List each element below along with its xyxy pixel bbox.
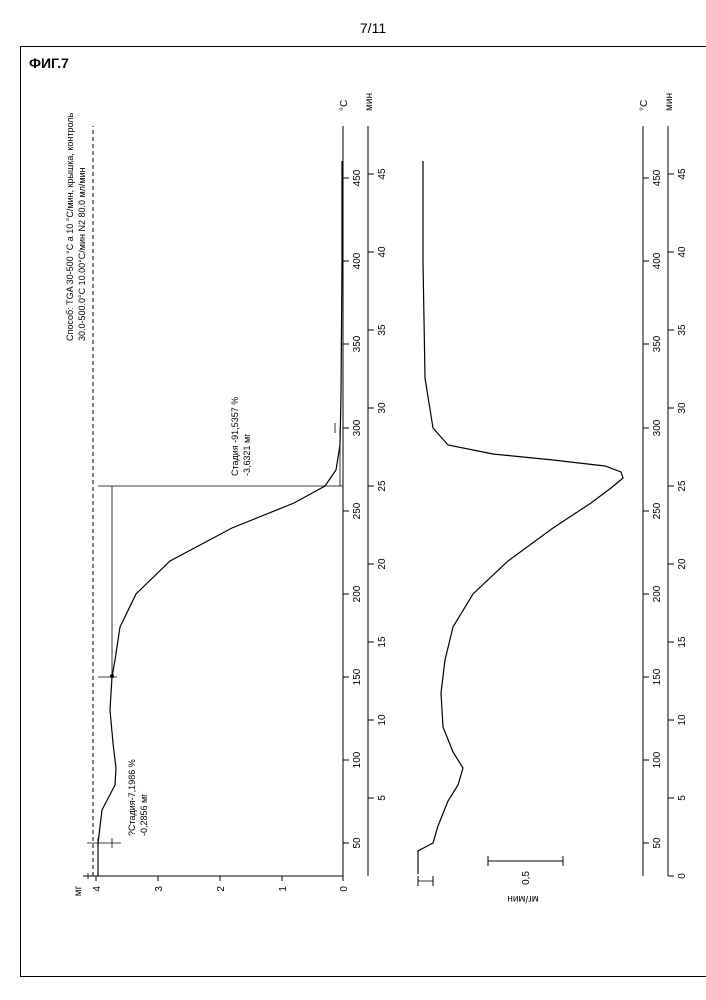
svg-text:150: 150 xyxy=(352,668,363,685)
svg-text:50: 50 xyxy=(652,837,663,849)
page-number: 7/11 xyxy=(20,20,706,36)
svg-text:20: 20 xyxy=(677,558,688,570)
svg-text:45: 45 xyxy=(677,168,688,180)
method-line1: Способ: TGA 30-500 °C а 10 °C/мин, крышк… xyxy=(65,112,75,341)
bottom-time-ticks: 0 5 10 15 20 25 30 35 40 45 xyxy=(668,168,688,879)
top-chart: мг 4 3 2 1 0 °C 50 xyxy=(65,93,388,896)
top-temp-ticks: 50 100 150 200 250 300 350 400 450 xyxy=(343,169,363,848)
svg-text:4: 4 xyxy=(92,886,103,892)
stage1-pct: ?Стадия-7,1986 % xyxy=(127,759,137,836)
svg-text:20: 20 xyxy=(377,558,388,570)
figure-label: ФИГ.7 xyxy=(29,55,706,71)
scale-bar-label: 0,5 xyxy=(521,871,532,885)
top-y-unit: мг xyxy=(73,885,84,896)
stage2-pct: Стадия -91,5357 % xyxy=(230,397,240,476)
svg-text:40: 40 xyxy=(677,246,688,258)
svg-text:30: 30 xyxy=(377,402,388,414)
svg-text:5: 5 xyxy=(677,795,688,801)
svg-text:10: 10 xyxy=(677,714,688,726)
stage1-mg: -0,2856 мг xyxy=(139,793,149,836)
bottom-temp-ticks: 50 100 150 200 250 300 350 400 450 xyxy=(643,169,663,848)
dtg-curve xyxy=(418,161,623,874)
svg-text:200: 200 xyxy=(352,585,363,602)
top-y-ticks: 4 3 2 1 0 xyxy=(92,876,350,892)
svg-text:0: 0 xyxy=(677,873,688,879)
svg-text:5: 5 xyxy=(377,795,388,801)
svg-text:1: 1 xyxy=(278,886,289,892)
svg-text:450: 450 xyxy=(652,169,663,186)
bottom-chart: мг/мин 0,5 °C 50 xyxy=(418,93,688,904)
svg-text:200: 200 xyxy=(652,585,663,602)
svg-text:150: 150 xyxy=(652,668,663,685)
method-line2: 30.0-500.0°C 10.00°C/мин N2 80.0 мл/мин xyxy=(77,167,87,341)
svg-text:400: 400 xyxy=(652,252,663,269)
svg-text:100: 100 xyxy=(652,751,663,768)
svg-text:2: 2 xyxy=(216,886,227,892)
top-time-ticks: 5 10 15 20 25 30 35 40 45 xyxy=(368,168,388,801)
svg-text:10: 10 xyxy=(377,714,388,726)
svg-text:100: 100 xyxy=(352,751,363,768)
svg-text:300: 300 xyxy=(652,419,663,436)
svg-text:350: 350 xyxy=(652,335,663,352)
svg-text:400: 400 xyxy=(352,252,363,269)
svg-text:250: 250 xyxy=(352,502,363,519)
svg-text:35: 35 xyxy=(377,324,388,336)
tga-chart-svg: мг 4 3 2 1 0 °C 50 xyxy=(43,76,703,936)
svg-text:450: 450 xyxy=(352,169,363,186)
svg-text:40: 40 xyxy=(377,246,388,258)
svg-text:45: 45 xyxy=(377,168,388,180)
bottom-y-unit: мг/мин xyxy=(507,893,538,904)
svg-text:3: 3 xyxy=(154,886,165,892)
svg-text:25: 25 xyxy=(677,480,688,492)
svg-text:15: 15 xyxy=(377,636,388,648)
top-temp-unit: °C xyxy=(339,100,350,111)
top-time-unit: мин xyxy=(364,93,375,111)
svg-text:30: 30 xyxy=(677,402,688,414)
bottom-temp-unit: °C xyxy=(639,100,650,111)
svg-text:35: 35 xyxy=(677,324,688,336)
figure-border: ФИГ.7 мг xyxy=(20,46,706,977)
chart-container: мг 4 3 2 1 0 °C 50 xyxy=(43,76,703,936)
svg-text:0: 0 xyxy=(339,886,350,892)
bottom-time-unit: мин xyxy=(664,93,675,111)
stage2-mg: -3,6321 мг xyxy=(242,433,252,476)
svg-text:15: 15 xyxy=(677,636,688,648)
svg-text:350: 350 xyxy=(352,335,363,352)
svg-text:25: 25 xyxy=(377,480,388,492)
svg-text:50: 50 xyxy=(352,837,363,849)
svg-text:250: 250 xyxy=(652,502,663,519)
svg-text:300: 300 xyxy=(352,419,363,436)
